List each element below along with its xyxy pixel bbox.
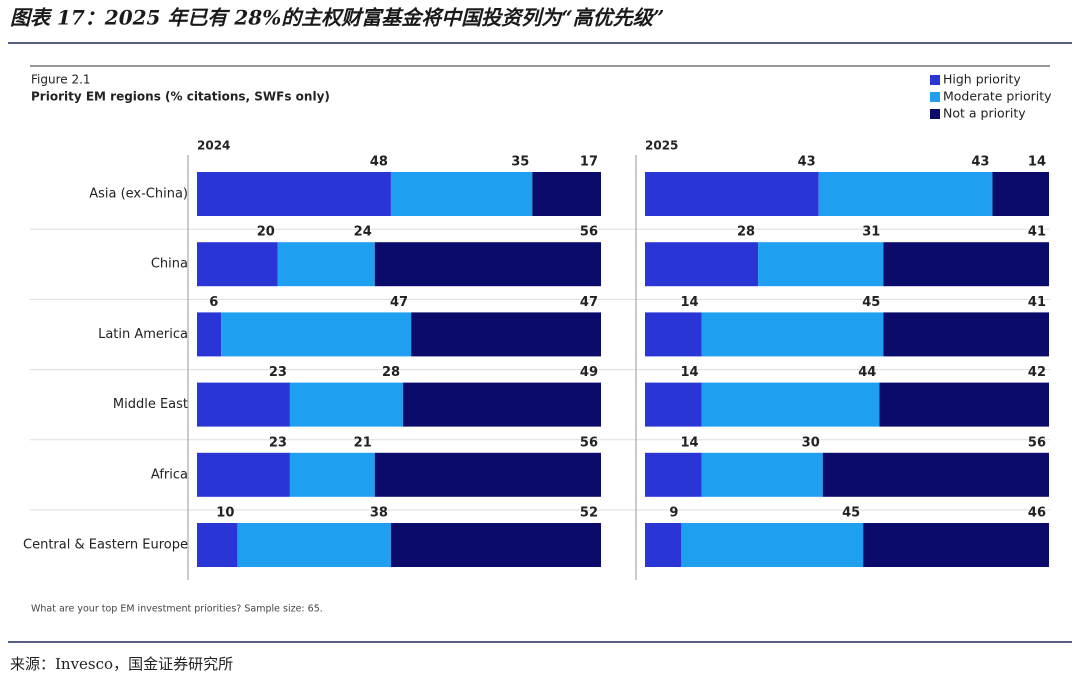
bar-segment (701, 312, 884, 357)
bar-segment (645, 172, 819, 216)
value-label: 28 (737, 225, 755, 240)
value-label: 45 (842, 506, 860, 521)
bar-segment (390, 523, 601, 567)
value-label: 14 (680, 365, 698, 380)
bar-segment (197, 242, 278, 287)
bar-segment (879, 382, 1049, 427)
category-label: Africa (151, 467, 188, 482)
chart-title: Priority EM regions (% citations, SWFs o… (31, 90, 330, 104)
bar-segment (197, 452, 290, 497)
value-label: 10 (216, 506, 234, 521)
bar-segment (701, 452, 823, 497)
bar-segment (390, 172, 533, 216)
bar-segment (289, 452, 375, 497)
value-label: 56 (1028, 435, 1046, 450)
bar-segment (883, 312, 1049, 357)
bar-segment (374, 452, 601, 497)
bar-segment (197, 172, 391, 216)
category-label: Asia (ex-China) (89, 187, 188, 202)
value-label: 30 (802, 435, 820, 450)
value-label: 41 (1028, 225, 1046, 240)
value-label: 20 (257, 225, 275, 240)
value-label: 31 (862, 225, 880, 240)
value-label: 47 (580, 295, 598, 310)
chart-note: What are your top EM investment prioriti… (31, 604, 323, 615)
legend-label: Moderate priority (943, 89, 1052, 104)
category-label: Middle East (113, 397, 188, 412)
value-label: 46 (1028, 506, 1046, 521)
value-label: 49 (580, 365, 598, 380)
value-label: 24 (354, 225, 372, 240)
value-label: 21 (354, 435, 372, 450)
value-label: 14 (680, 435, 698, 450)
value-label: 56 (580, 435, 598, 450)
value-label: 23 (269, 365, 287, 380)
value-label: 45 (862, 295, 880, 310)
bar-segment (374, 242, 601, 287)
bar-segment (645, 242, 759, 287)
bar-segment (645, 523, 682, 567)
category-label: Latin America (98, 327, 188, 342)
bar-segment (197, 523, 238, 567)
bar-segment (403, 382, 601, 427)
value-label: 42 (1028, 365, 1046, 380)
bar-segment (411, 312, 601, 357)
legend-label: Not a priority (943, 106, 1026, 121)
category-label: Central & Eastern Europe (23, 538, 188, 553)
bar-segment (221, 312, 412, 357)
value-label: 44 (858, 365, 876, 380)
bar-segment (822, 452, 1049, 497)
value-label: 48 (370, 155, 388, 170)
bar-segment (758, 242, 884, 287)
bar-segment (645, 312, 702, 357)
bar-segment (681, 523, 864, 567)
value-label: 6 (209, 295, 218, 310)
bar-segment (197, 312, 222, 357)
plot-area: Asia (ex-China) China Latin America Middle … (23, 139, 1050, 580)
bar-segment (237, 523, 391, 567)
value-label: 41 (1028, 295, 1046, 310)
panel-title: 2024 (197, 139, 230, 153)
bar-segment (701, 382, 880, 427)
value-label: 14 (1028, 155, 1046, 170)
bar-segment (645, 382, 702, 427)
bar-segment (883, 242, 1049, 287)
value-label: 43 (798, 155, 816, 170)
value-label: 56 (580, 225, 598, 240)
header-title: 图表 17：2025 年已有 28%的主权财富基金将中国投资列为“高优先级” (10, 6, 664, 30)
bar-segment (277, 242, 375, 287)
value-label: 14 (680, 295, 698, 310)
value-label: 38 (370, 506, 388, 521)
bar-segment (645, 452, 702, 497)
value-label: 47 (390, 295, 408, 310)
bar-segment (289, 382, 404, 427)
bar-segment (818, 172, 993, 216)
bar-segment (532, 172, 601, 216)
value-label: 28 (382, 365, 400, 380)
category-label: China (151, 257, 188, 272)
bar-segment (197, 382, 290, 427)
legend-label: High priority (943, 72, 1021, 87)
value-label: 23 (269, 435, 287, 450)
bar-segment (992, 172, 1049, 216)
value-label: 43 (971, 155, 989, 170)
bar-segment (863, 523, 1049, 567)
legend: High priority Moderate priority Not a prio… (930, 72, 1052, 121)
value-label: 52 (580, 506, 598, 521)
legend-swatch (930, 92, 940, 102)
panel-title: 2025 (645, 139, 678, 153)
value-label: 17 (580, 155, 598, 170)
source: 来源：Invesco，国金证券研究所 (10, 655, 233, 673)
legend-swatch (930, 109, 940, 119)
value-label: 9 (669, 506, 678, 521)
value-label: 35 (511, 155, 529, 170)
figure-label: Figure 2.1 (31, 73, 91, 87)
legend-swatch (930, 75, 940, 85)
